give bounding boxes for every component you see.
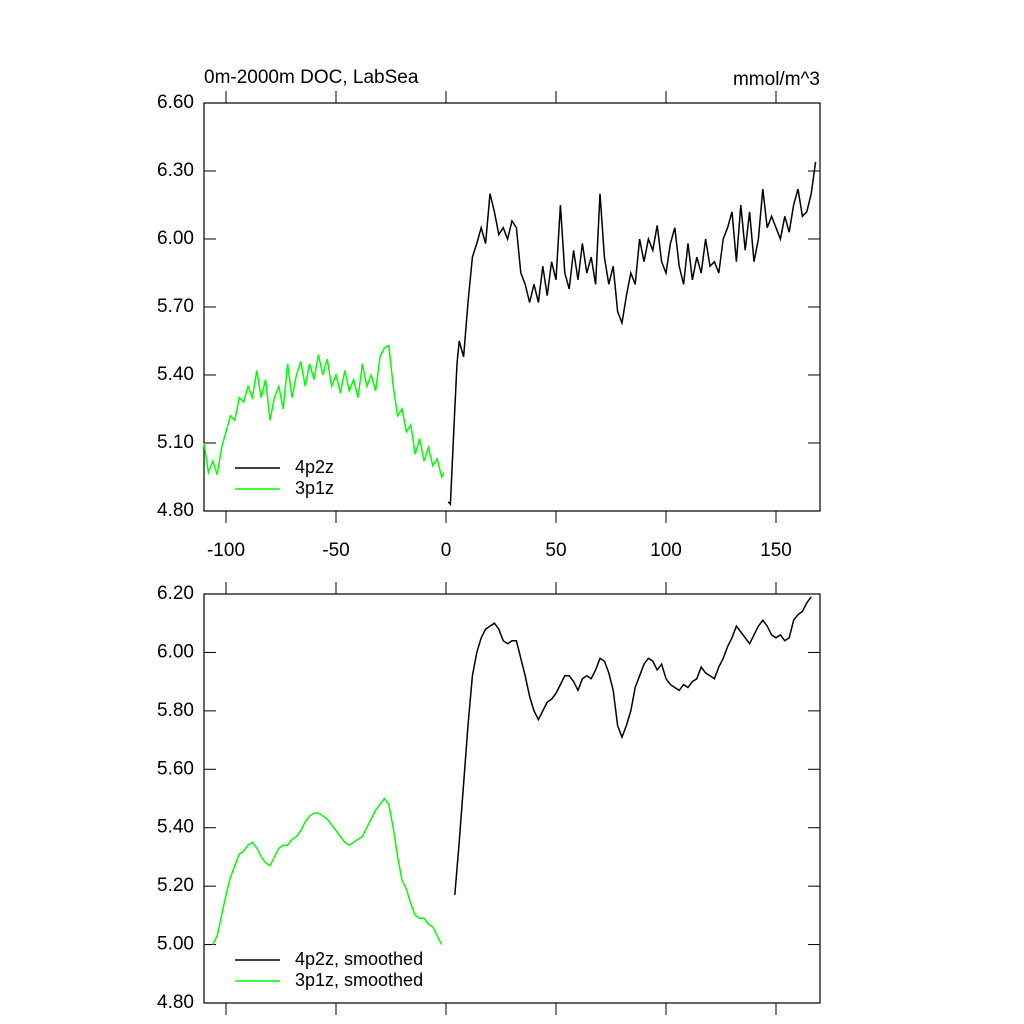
y-tick-label: 6.60 xyxy=(157,92,194,113)
y-tick-label: 6.20 xyxy=(157,583,194,604)
chart-title: 0m-2000m DOC, LabSea xyxy=(204,67,419,88)
y-tick-label: 5.40 xyxy=(157,364,194,385)
y-tick-label: 5.60 xyxy=(157,758,194,779)
y-tick-label: 5.80 xyxy=(157,700,194,721)
x-tick-label: -100 xyxy=(207,540,245,561)
series-line xyxy=(447,161,817,506)
plot-frame xyxy=(203,102,821,512)
plot-frame xyxy=(203,593,821,1004)
x-tick-label: 50 xyxy=(545,540,566,561)
x-tick-label: 150 xyxy=(760,540,792,561)
y-tick-label: 5.20 xyxy=(157,875,194,896)
series-line xyxy=(203,344,445,480)
legend-label: 4p2z xyxy=(295,457,334,477)
y-tick-label: 5.40 xyxy=(157,817,194,838)
y-tick-label: 4.80 xyxy=(157,992,194,1013)
y-tick-label: 4.80 xyxy=(157,500,194,521)
series-line xyxy=(212,797,443,945)
units-label: mmol/m^3 xyxy=(733,69,820,90)
y-tick-label: 5.00 xyxy=(157,934,194,955)
legend-label: 3p1z, smoothed xyxy=(295,970,423,990)
x-tick-label: 100 xyxy=(650,540,682,561)
y-tick-label: 6.30 xyxy=(157,160,194,181)
x-tick-label: -50 xyxy=(322,540,349,561)
legend-label: 4p2z, smoothed xyxy=(295,949,423,969)
legend-label: 3p1z xyxy=(295,478,334,498)
x-tick-label: 0 xyxy=(441,540,452,561)
series-line xyxy=(454,596,812,895)
y-tick-label: 5.10 xyxy=(157,432,194,453)
y-tick-label: 6.00 xyxy=(157,228,194,249)
y-tick-label: 6.00 xyxy=(157,641,194,662)
y-tick-label: 5.70 xyxy=(157,296,194,317)
